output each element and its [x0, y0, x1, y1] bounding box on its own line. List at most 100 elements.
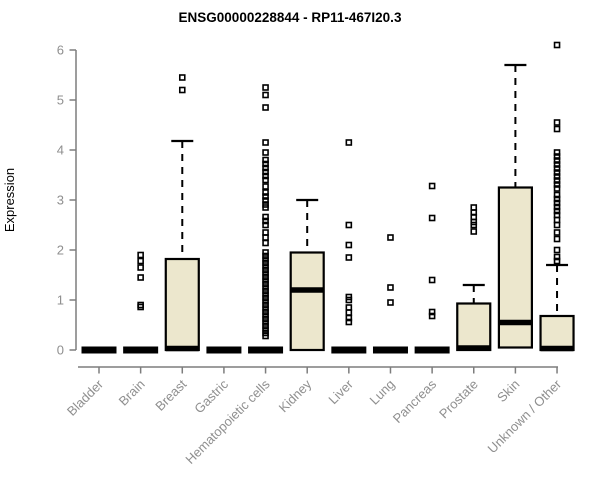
outlier-point: [262, 291, 269, 298]
outlier-point: [262, 249, 269, 256]
boxplot-lung: [372, 234, 408, 354]
outlier-point: [553, 229, 561, 236]
flat-box: [331, 346, 367, 354]
outlier-point: [553, 173, 561, 180]
outlier-point: [262, 319, 269, 326]
outlier-point: [387, 284, 394, 291]
x-tick-label: Skin: [494, 377, 522, 405]
outlier-point: [262, 221, 269, 229]
outlier-point: [262, 280, 269, 288]
outlier-point: [553, 153, 561, 160]
boxplot-pancreas: [414, 182, 450, 354]
outlier-point: [262, 168, 269, 176]
median-line: [290, 287, 324, 293]
outlier-point: [137, 264, 144, 271]
box-rect: [539, 314, 575, 352]
outlier-point: [262, 284, 269, 291]
outlier-point: [262, 160, 269, 168]
outlier-point: [178, 74, 186, 81]
box-rect: [164, 257, 200, 352]
boxplot-prostate: [456, 204, 492, 352]
outlier-point: [262, 139, 269, 146]
box-rect: [289, 251, 325, 352]
outlier-point: [262, 305, 269, 312]
y-tick-label: 1: [57, 293, 64, 308]
median-line: [165, 345, 199, 352]
outlier-point: [553, 235, 561, 243]
outlier-point: [387, 234, 394, 241]
x-tick-label: Prostate: [436, 377, 481, 422]
outlier-point: [553, 257, 561, 265]
y-tick-label: 6: [57, 43, 64, 58]
outlier-point: [553, 149, 561, 156]
outlier-point: [262, 164, 269, 172]
y-axis-label: Expression: [2, 168, 17, 232]
outlier-point: [262, 189, 269, 196]
outlier-point: [262, 273, 269, 281]
x-tick-label: Gastric: [191, 376, 231, 416]
flat-box: [206, 346, 242, 354]
outlier-point: [553, 169, 561, 176]
y-tick-label: 0: [57, 343, 64, 358]
outlier-point: [345, 296, 353, 304]
outlier-point: [553, 221, 561, 229]
outlier-point: [553, 203, 561, 211]
outlier-point: [262, 176, 269, 184]
outlier-point: [428, 308, 436, 316]
boxplot-liver: [331, 139, 367, 354]
outlier-point: [387, 299, 394, 306]
outlier-point: [262, 84, 269, 91]
outlier-point: [262, 104, 269, 111]
outlier-point: [262, 294, 269, 302]
outlier-point: [262, 266, 269, 274]
x-tick-label: Kidney: [276, 376, 315, 415]
outlier-point: [553, 165, 561, 172]
x-tick-label: Liver: [325, 376, 356, 407]
outlier-point: [345, 318, 353, 326]
outlier-point: [262, 183, 269, 190]
flat-box: [414, 346, 450, 354]
outlier-point: [262, 156, 269, 164]
outlier-point: [262, 91, 269, 99]
outlier-point: [262, 197, 269, 204]
outlier-point: [553, 191, 561, 199]
outlier-point: [553, 181, 561, 188]
outlier-point: [137, 251, 144, 259]
outlier-point: [345, 221, 353, 229]
y-tick-label: 2: [57, 243, 64, 258]
outlier-point: [262, 312, 269, 319]
boxplot-gastric: [206, 346, 242, 354]
outlier-point: [345, 241, 353, 249]
x-tick-label: Brain: [116, 377, 148, 409]
outlier-point: [553, 207, 561, 215]
outlier-point: [262, 234, 269, 241]
outlier-point: [345, 139, 353, 146]
outlier-point: [428, 276, 436, 284]
median-line: [498, 319, 532, 326]
outlier-point: [553, 177, 561, 184]
outlier-point: [262, 277, 269, 284]
outlier-point: [262, 149, 269, 156]
outlier-point: [262, 217, 269, 225]
outlier-point: [262, 301, 269, 309]
outlier-point: [345, 254, 353, 261]
outlier-point: [262, 308, 269, 316]
boxplot-unknown-other: [539, 41, 575, 352]
outlier-point: [553, 41, 561, 49]
outlier-point: [470, 221, 478, 229]
outlier-point: [262, 298, 269, 305]
outlier-point: [262, 204, 269, 211]
boxplot-bladder: [81, 346, 117, 354]
boxplot-kidney: [289, 198, 325, 352]
flat-box: [123, 346, 159, 354]
flat-box: [248, 346, 284, 354]
chart-title: ENSG00000228844 - RP11-467I20.3: [179, 10, 402, 25]
outlier-point: [345, 309, 353, 316]
outlier-point: [262, 287, 269, 295]
outlier-point: [262, 239, 269, 247]
box-rect: [456, 302, 492, 352]
outlier-point: [428, 214, 436, 222]
boxplot-brain: [123, 251, 159, 354]
outlier-point: [262, 315, 269, 323]
outlier-point: [178, 86, 186, 94]
